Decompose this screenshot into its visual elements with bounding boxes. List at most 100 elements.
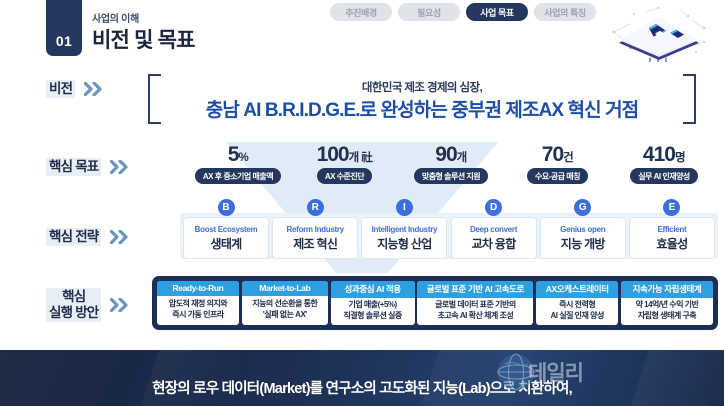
action-card-ready-to-run[interactable]: Ready-to-Run 압도적 재정 의지와 즉시 가동 인프라 — [157, 281, 239, 325]
tab-necessity-label: 필요성 — [417, 7, 441, 18]
page-title: 비전 및 목표 — [92, 29, 195, 52]
ai-chip-icon — [612, 6, 706, 62]
strategy-ko-label: 생태계 — [210, 236, 242, 251]
chevron-right-icon — [110, 159, 132, 174]
action-card-performance-ai[interactable]: 성과중심 AI 적용 기업 매출(+5%) 직결형 솔루션 실증 — [330, 281, 415, 325]
action-card-global-standard-highway[interactable]: 글로벌 표준 기반 AI 고속도로 글로벌 데이터 표준 기반의 초고속 AI … — [417, 281, 534, 325]
kpi-label: 실무 AI 인재양성 — [630, 168, 698, 184]
footer-summary-text: 현장의 로우 데이터(Market)를 연구소의 고도화된 지능(Lab)으로 … — [0, 358, 724, 406]
section-number-badge: 01 — [46, 0, 82, 56]
chevron-right-icon — [110, 297, 132, 312]
action-card-title: Ready-to-Run — [157, 281, 239, 296]
footer-line-1: 현장의 로우 데이터(Market)를 연구소의 고도화된 지능(Lab)으로 … — [152, 381, 573, 398]
strategy-en-label: Deep convert — [470, 224, 518, 234]
kpi-number: 410명 — [642, 143, 686, 166]
strategy-card: Genius open 지능 개방 — [540, 218, 625, 258]
kpi-item: 90개 맞춤형 솔루션 지원 — [399, 144, 503, 184]
action-card-body: 약 14억/년 수익 기반 자립형 생태계 구축 — [635, 300, 699, 321]
strategy-ko-label: 지능 개방 — [560, 236, 606, 251]
strategy-card: Intelligent Industry 지능형 산업 — [362, 218, 447, 258]
strategy-item-d[interactable]: D Deep convert 교차 융합 — [451, 199, 536, 261]
strategy-en-label: Intelligent Industry — [371, 224, 438, 234]
kpi-item: 410명 실무 AI 인재양성 — [612, 144, 716, 184]
kpi-label: 수요-공급 매칭 — [526, 168, 589, 184]
slide-header: 01 사업의 이해 비전 및 목표 — [0, 0, 724, 62]
kpi-label: 맞춤형 솔루션 지원 — [413, 168, 489, 184]
action-row-label: 핵심 실행 방안 — [46, 288, 132, 322]
strategy-item-e[interactable]: E Efficient 효율성 — [629, 199, 714, 261]
strategy-item-r[interactable]: R Reform Industry 제조 혁신 — [273, 199, 358, 261]
action-card-ax-orchestrator[interactable]: AX오케스트레이터 즉시 전력형 AI 실질 인재 양성 — [536, 281, 619, 325]
kpi-item: 70건 수요-공급 매칭 — [506, 144, 610, 184]
strategy-letter-badge: I — [395, 199, 413, 216]
kpi-item: 5% AX 후 중소기업 매출액 — [186, 144, 290, 184]
strategy-letter-badge: R — [306, 199, 324, 216]
action-card-body: 압도적 재정 의지와 즉시 가동 인프라 — [168, 299, 228, 320]
goal-label-text: 핵심 목표 — [46, 158, 102, 176]
strategy-ko-label: 지능형 산업 — [377, 236, 432, 251]
strategy-en-label: Boost Ecosystem — [194, 224, 258, 234]
strategy-ko-label: 교차 융합 — [471, 236, 517, 251]
strategy-item-b[interactable]: B Boost Ecosystem 생태계 — [184, 199, 268, 261]
chevron-right-icon — [110, 229, 132, 244]
kpi-label: AX 수준진단 — [316, 168, 373, 184]
strategy-letter-badge: B — [217, 199, 235, 216]
slide-footer: 현장의 로우 데이터(Market)를 연구소의 고도화된 지능(Lab)으로 … — [0, 350, 724, 406]
bracket-left-icon — [148, 74, 161, 124]
strategy-ko-label: 효율성 — [656, 236, 688, 251]
tab-business-features[interactable]: 사업의 특징 — [534, 3, 596, 21]
action-card-body: 지능의 선순환을 통한 '실패 없는 AX' — [252, 299, 318, 320]
tab-business-features-label: 사업의 특징 — [544, 7, 586, 18]
section-subtitle: 사업의 이해 — [92, 14, 139, 25]
tab-necessity[interactable]: 필요성 — [398, 3, 460, 21]
chevron-right-icon — [84, 81, 106, 96]
strategy-en-label: Reform Industry — [286, 224, 345, 234]
strategy-label-text: 핵심 전략 — [46, 228, 102, 246]
section-number: 01 — [55, 33, 73, 49]
watermark-text: 데일리 — [528, 362, 584, 385]
goal-row-label: 핵심 목표 — [46, 158, 132, 176]
action-card-title: 지속가능 자립생태계 — [620, 281, 713, 298]
action-card-sustainable-ecosystem[interactable]: 지속가능 자립생태계 약 14억/년 수익 기반 자립형 생태계 구축 — [620, 281, 713, 325]
kpi-number: 90개 — [435, 143, 467, 166]
action-card-body: 기업 매출(+5%) 직결형 솔루션 실증 — [343, 300, 402, 321]
strategy-en-label: Efficient — [657, 224, 687, 234]
kpi-label: AX 후 중소기업 매출액 — [194, 168, 282, 184]
vision-row-label: 비전 — [46, 80, 106, 98]
bracket-right-icon — [683, 74, 696, 124]
watermark-globe-icon — [497, 353, 535, 391]
strategy-letter-badge: G — [574, 199, 592, 216]
strategy-card: Deep convert 교차 융합 — [451, 218, 536, 258]
action-card-title: Market-to-Lab — [241, 281, 328, 296]
tab-background[interactable]: 추진배경 — [330, 3, 392, 21]
action-card-title: 글로벌 표준 기반 AI 고속도로 — [417, 281, 534, 298]
kpi-number: 5% — [227, 143, 249, 166]
strategy-item-i[interactable]: I Intelligent Industry 지능형 산업 — [362, 199, 447, 261]
strategy-row-label: 핵심 전략 — [46, 228, 132, 246]
vision-banner: 대한민국 제조 경제의 심장, 충남 AI B.R.I.D.G.E.로 완성하는… — [148, 74, 696, 124]
strategy-card: Reform Industry 제조 혁신 — [273, 218, 358, 258]
vision-subtitle: 대한민국 제조 경제의 심장, — [361, 82, 483, 94]
kpi-list: 5% AX 후 중소기업 매출액 100개 社 AX 수준진단 90개 맞춤형 … — [186, 144, 716, 188]
strategy-card: Efficient 효율성 — [629, 218, 714, 258]
vision-headline: 충남 AI B.R.I.D.G.E.로 완성하는 중부권 제조AX 혁신 거점 — [205, 100, 639, 121]
kpi-item: 100개 社 AX 수준진단 — [293, 144, 397, 184]
action-card-title: 성과중심 AI 적용 — [330, 281, 415, 298]
action-label-text: 핵심 실행 방안 — [46, 288, 102, 322]
section-tabs: 추진배경 필요성 사업 목표 사업의 특징 — [330, 3, 596, 21]
strategy-letter-badge: E — [663, 199, 681, 216]
strategy-list: B Boost Ecosystem 생태계 R Reform Industry … — [184, 199, 714, 261]
strategy-letter-badge: D — [485, 199, 503, 216]
strategy-item-g[interactable]: G Genius open 지능 개방 — [540, 199, 625, 261]
strategy-card: Boost Ecosystem 생태계 — [184, 218, 268, 258]
action-card-title: AX오케스트레이터 — [536, 281, 619, 298]
action-card-market-to-lab[interactable]: Market-to-Lab 지능의 선순환을 통한 '실패 없는 AX' — [241, 281, 328, 325]
kpi-number: 100개 社 — [316, 143, 373, 166]
tab-business-goal-label: 사업 목표 — [480, 7, 514, 18]
action-list: Ready-to-Run 압도적 재정 의지와 즉시 가동 인프라 Market… — [157, 281, 713, 325]
action-card-body: 글로벌 데이터 표준 기반의 초고속 AI 확산 체계 조성 — [435, 300, 516, 321]
strategy-en-label: Genius open — [560, 224, 606, 234]
tab-business-goal[interactable]: 사업 목표 — [466, 3, 528, 21]
vision-label-text: 비전 — [46, 80, 76, 98]
